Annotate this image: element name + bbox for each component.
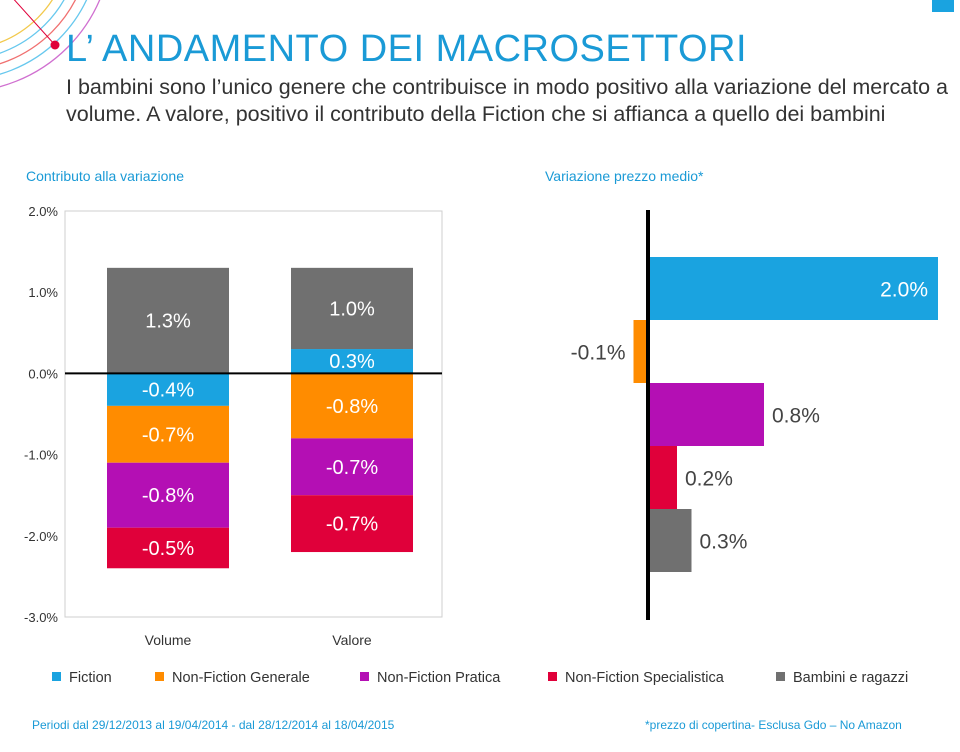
legend-swatch — [360, 672, 369, 681]
y-tick-label: -2.0% — [24, 529, 58, 544]
bar-segment — [291, 267, 413, 350]
legend-label: Non-Fiction Generale — [172, 670, 310, 686]
data-label: 2.0% — [880, 279, 928, 302]
footer-note: *prezzo di copertina- Esclusa Gdo – No A… — [645, 718, 902, 732]
legend-label: Fiction — [69, 670, 112, 686]
y-tick-label: 0.0% — [28, 366, 58, 381]
data-label: -0.8% — [326, 396, 378, 418]
y-tick-label: 1.0% — [28, 285, 58, 300]
bar-segment — [291, 349, 413, 374]
data-label: -0.7% — [326, 457, 378, 479]
page-title: L’ ANDAMENTO DEI MACROSETTORI — [66, 28, 748, 70]
data-label: -0.7% — [326, 514, 378, 536]
x-tick-label: Valore — [332, 632, 372, 648]
plot-frame — [64, 210, 443, 618]
legend-swatch — [548, 672, 557, 681]
hbar — [648, 383, 764, 446]
legend-item: Non-Fiction Generale — [155, 670, 310, 686]
legend-item: Non-Fiction Specialistica — [548, 670, 724, 686]
brand-logo — [932, 0, 954, 12]
data-label: 0.2% — [685, 468, 733, 491]
legend-item: Bambini e ragazzi — [776, 670, 908, 686]
y-tick-label: 2.0% — [28, 204, 58, 219]
data-label: -0.8% — [142, 485, 194, 507]
legend-swatch — [776, 672, 785, 681]
hbar — [648, 509, 692, 572]
data-label: 0.8% — [772, 405, 820, 428]
hbar — [648, 446, 677, 509]
bar-segment — [107, 405, 229, 463]
y-tick-label: -3.0% — [24, 610, 58, 625]
data-label: -0.5% — [142, 538, 194, 560]
bar-segment — [107, 527, 229, 569]
page-subtitle: I bambini sono l’unico genere che contri… — [66, 75, 948, 126]
legend-item: Non-Fiction Pratica — [360, 670, 500, 686]
x-tick-label: Volume — [145, 632, 192, 648]
legend-swatch — [52, 672, 61, 681]
left-chart-title: Contributo alla variazione — [26, 168, 184, 184]
bar-segment — [107, 267, 229, 374]
footer-periods: Periodi dal 29/12/2013 al 19/04/2014 - d… — [32, 718, 395, 732]
data-label: 1.0% — [329, 298, 375, 320]
data-label: 0.3% — [700, 531, 748, 554]
bar-segment — [107, 462, 229, 528]
legend-item: Fiction — [52, 670, 112, 686]
data-label: -0.7% — [142, 424, 194, 446]
data-label: 0.3% — [329, 351, 375, 373]
legend-swatch — [155, 672, 164, 681]
legend-label: Non-Fiction Pratica — [377, 670, 501, 686]
bar-segment — [107, 373, 229, 406]
hbar — [633, 320, 648, 383]
right-chart-title: Variazione prezzo medio* — [545, 168, 704, 184]
legend-label: Non-Fiction Specialistica — [565, 670, 724, 686]
data-label: -0.1% — [571, 342, 626, 365]
legend-label: Bambini e ragazzi — [793, 670, 909, 686]
bar-segment — [291, 373, 413, 439]
bar-segment — [291, 438, 413, 496]
data-label: 1.3% — [145, 311, 191, 333]
bar-segment — [291, 495, 413, 553]
y-tick-label: -1.0% — [24, 448, 58, 463]
hbar — [648, 257, 938, 320]
data-label: -0.4% — [142, 380, 194, 402]
